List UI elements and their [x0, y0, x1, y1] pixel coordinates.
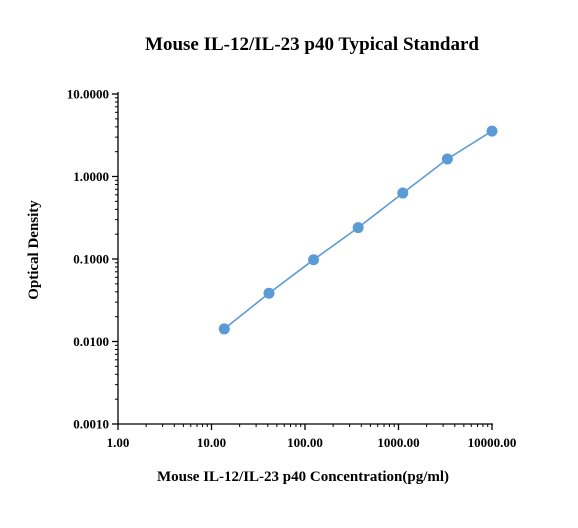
- plot-area: [218, 125, 498, 335]
- x-tick-label: 100.00: [287, 435, 323, 450]
- y-tick-label: 0.0010: [73, 417, 109, 432]
- data-point: [263, 287, 275, 299]
- y-tick-label: 1.0000: [73, 169, 109, 184]
- data-point: [397, 187, 409, 199]
- axes: 0.0010 0.0100 0.1000 1.0000 10.0000 1.00 10.00…: [67, 87, 517, 451]
- data-point: [441, 153, 453, 165]
- data-point: [218, 323, 230, 335]
- x-tick-label: 10.00: [197, 435, 226, 450]
- x-axis-label: Mouse IL-12/IL-23 p40 Concentration(pg/m…: [157, 469, 449, 485]
- data-point: [352, 222, 364, 234]
- chart-title: Mouse IL-12/IL-23 p40 Typical Standard: [145, 34, 479, 55]
- x-tick-label: 10000.00: [468, 435, 517, 450]
- x-tick-label: 1000.00: [377, 435, 419, 450]
- y-tick-label: 0.0100: [73, 334, 109, 349]
- y-axis-label: Optical Density: [26, 200, 42, 300]
- data-point: [486, 125, 498, 137]
- y-tick-label: 0.1000: [73, 252, 109, 267]
- y-tick-label: 10.0000: [67, 87, 109, 102]
- data-point: [308, 254, 320, 266]
- x-tick-label: 1.00: [107, 435, 130, 450]
